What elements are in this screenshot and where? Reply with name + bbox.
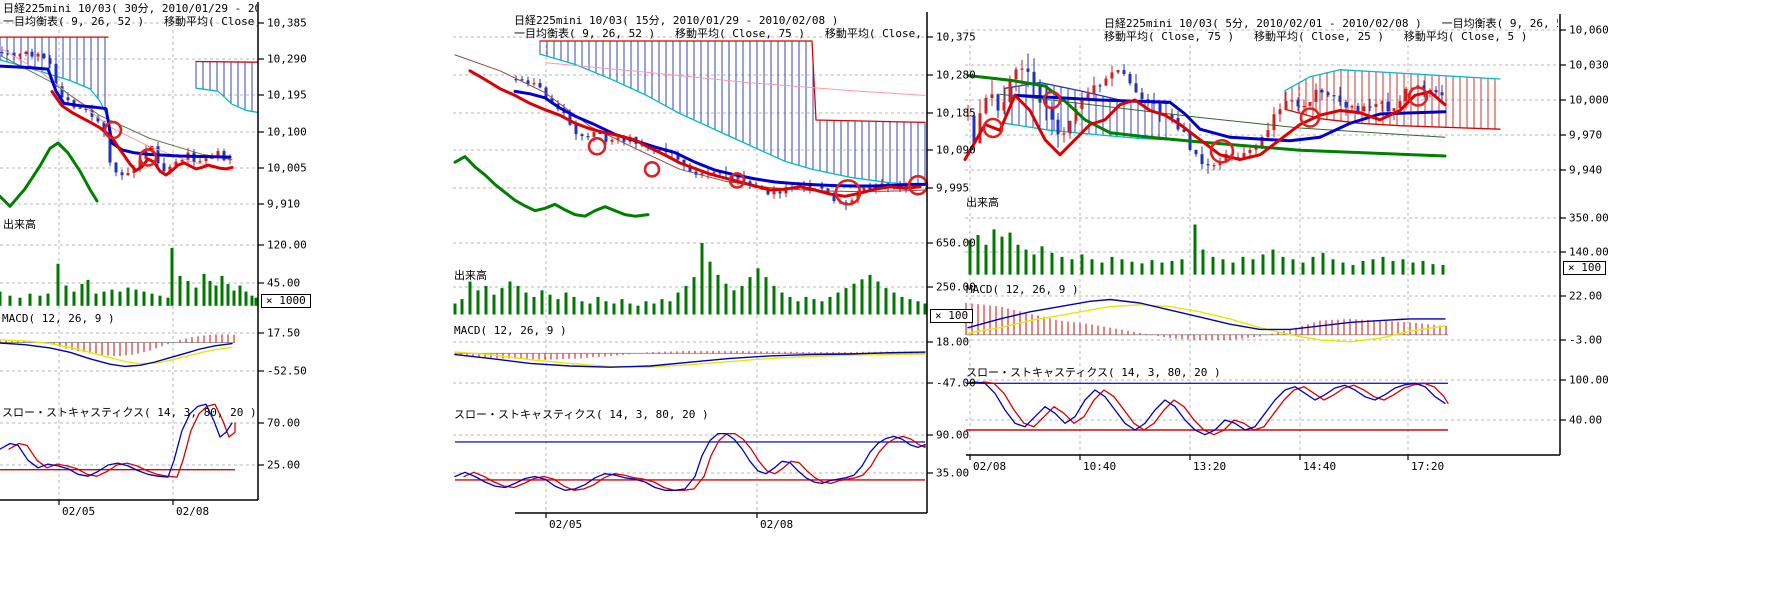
chart-group-1	[453, 12, 933, 518]
chart-group-2	[963, 14, 1566, 460]
svg-text:✳: ✳	[147, 142, 154, 155]
chart-group-0: ✳	[0, 2, 264, 505]
